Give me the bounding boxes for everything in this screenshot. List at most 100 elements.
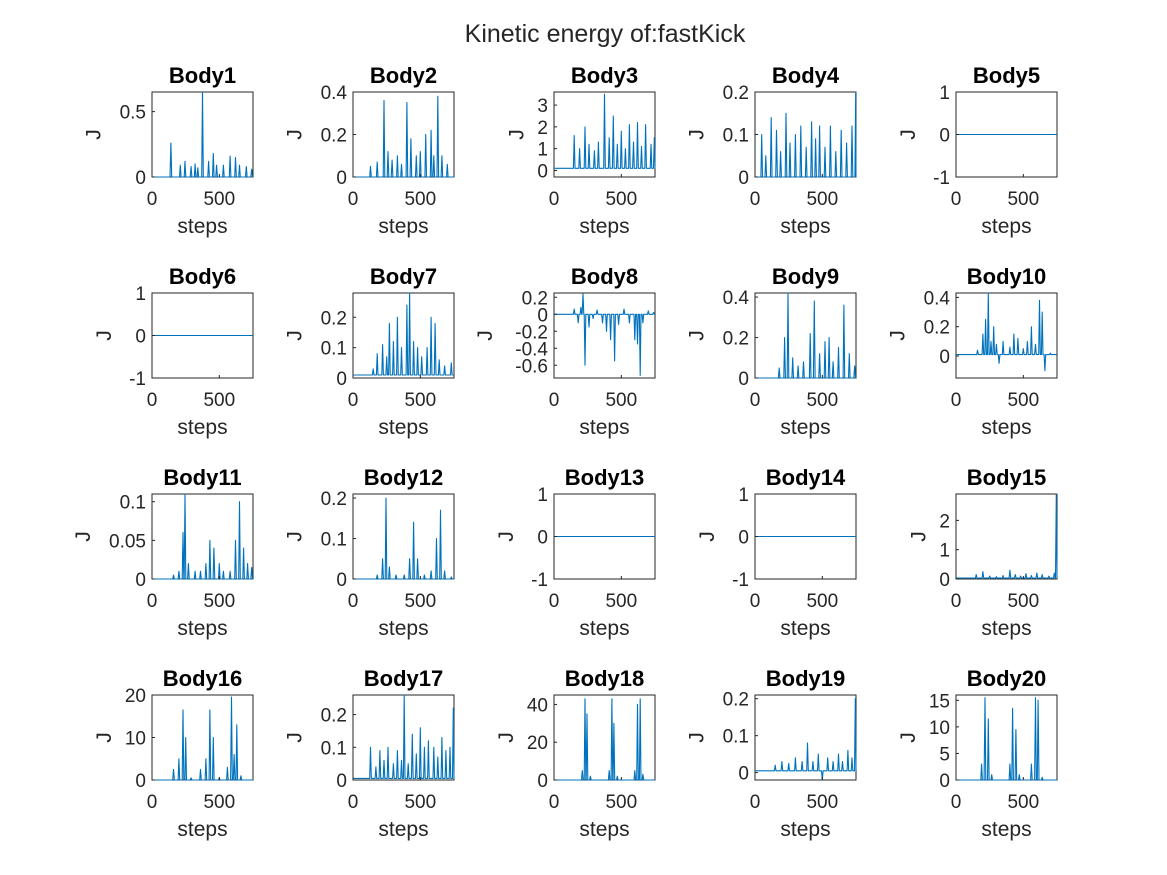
subplot-18: 0 500 0 20 40 Body18 steps J — [495, 666, 656, 841]
y-tick-label: 5 — [939, 744, 950, 765]
y-axis-label: J — [284, 330, 307, 341]
x-tick-label: 0 — [549, 792, 560, 813]
y-tick-label: 0 — [537, 161, 548, 182]
x-axis-label: steps — [780, 818, 830, 841]
plot-area — [955, 493, 1058, 580]
y-axis-label: J — [495, 732, 518, 743]
plot-area — [151, 493, 254, 580]
y-tick-label: 0 — [336, 369, 347, 390]
subplot-title: Body9 — [772, 264, 839, 289]
x-tick-label: 0 — [951, 792, 962, 813]
x-tick-label: 500 — [1007, 792, 1039, 813]
x-tick-label: 0 — [147, 792, 158, 813]
x-axis-label: steps — [579, 215, 629, 238]
x-tick-label: 500 — [404, 390, 436, 411]
y-axis-label: J — [93, 330, 116, 341]
subplot-title: Body18 — [565, 666, 644, 691]
y-tick-label: 10 — [929, 718, 950, 739]
x-axis-label: steps — [780, 215, 830, 238]
y-tick-label: 0 — [939, 771, 950, 792]
y-tick-label: 0 — [738, 168, 749, 189]
x-axis-label: steps — [579, 617, 629, 640]
plot-area — [754, 292, 857, 379]
y-tick-label: 0.4 — [321, 83, 348, 104]
y-tick-label: 0.05 — [109, 531, 146, 552]
subplot-17: 0 500 0 0.1 0.2 Body17 steps J — [284, 666, 455, 841]
x-tick-label: 0 — [951, 189, 962, 210]
x-tick-label: 500 — [806, 792, 838, 813]
x-axis-label: steps — [177, 617, 227, 640]
series-line — [956, 292, 1057, 372]
y-tick-label: 0.2 — [723, 329, 749, 350]
series-line — [554, 93, 656, 169]
x-tick-label: 500 — [404, 591, 436, 612]
y-tick-label: 0.2 — [522, 288, 548, 309]
series-line — [152, 91, 254, 178]
x-tick-label: 0 — [549, 189, 560, 210]
subplot-title: Body2 — [370, 63, 437, 88]
subplot-title: Body8 — [571, 264, 638, 289]
y-tick-label: -0.4 — [515, 339, 548, 360]
y-tick-label: 0 — [336, 168, 347, 189]
y-tick-label: 0 — [135, 570, 146, 591]
y-tick-label: 0.1 — [723, 126, 749, 147]
y-tick-label: 10 — [125, 729, 146, 750]
x-tick-label: 500 — [605, 189, 637, 210]
y-axis-label: J — [495, 531, 518, 542]
x-tick-label: 500 — [605, 591, 637, 612]
plot-area — [754, 694, 857, 781]
series-line — [353, 497, 454, 580]
x-tick-label: 0 — [147, 390, 158, 411]
y-tick-label: 0 — [336, 570, 347, 591]
y-tick-label: 0.2 — [321, 308, 347, 329]
y-tick-label: -1 — [732, 570, 749, 591]
x-tick-label: 500 — [806, 189, 838, 210]
x-tick-label: 0 — [750, 390, 761, 411]
y-axis-label: J — [474, 330, 497, 341]
x-tick-label: 500 — [605, 792, 637, 813]
x-tick-label: 500 — [203, 189, 235, 210]
y-tick-label: 0 — [537, 771, 548, 792]
subplot-title: Body3 — [571, 63, 638, 88]
y-tick-label: 1 — [939, 541, 950, 562]
x-axis-label: steps — [378, 818, 428, 841]
subplot-4: 0 500 0 0.1 0.2 Body4 steps J — [686, 63, 857, 238]
y-axis-label: J — [686, 129, 709, 140]
y-axis-label: J — [72, 531, 95, 542]
y-tick-label: 20 — [125, 686, 146, 707]
y-tick-label: 2 — [537, 118, 548, 139]
subplot-10: 0 500 0 0.2 0.4 Body10 steps J — [887, 264, 1058, 439]
x-tick-label: 0 — [951, 591, 962, 612]
x-tick-label: 0 — [549, 591, 560, 612]
subplot-16: 0 500 0 10 20 Body16 steps J — [93, 666, 254, 841]
subplot-title: Body4 — [772, 63, 840, 88]
y-tick-label: 0 — [537, 305, 548, 326]
series-line — [152, 696, 253, 781]
y-tick-label: 1 — [537, 485, 548, 506]
x-tick-label: 0 — [750, 792, 761, 813]
x-tick-label: 0 — [951, 390, 962, 411]
series-line — [956, 697, 1057, 781]
series-line — [554, 293, 656, 376]
x-tick-label: 0 — [348, 591, 359, 612]
y-tick-label: 0 — [135, 168, 146, 189]
x-axis-label: steps — [177, 416, 227, 439]
y-tick-label: 1 — [135, 284, 146, 305]
y-axis-label: J — [686, 330, 709, 341]
x-tick-label: 500 — [203, 591, 235, 612]
y-tick-label: 0.2 — [924, 318, 950, 339]
x-tick-label: 0 — [348, 390, 359, 411]
y-axis-label: J — [284, 129, 307, 140]
y-tick-label: 0 — [738, 369, 749, 390]
subplot-title: Body13 — [565, 465, 644, 490]
y-axis-label: J — [284, 732, 307, 743]
x-tick-label: 0 — [348, 792, 359, 813]
series-line — [554, 698, 655, 781]
y-tick-label: -1 — [531, 570, 548, 591]
x-tick-label: 0 — [750, 189, 761, 210]
subplot-11: 0 500 0 0.05 0.1 Body11 steps J — [72, 465, 254, 640]
